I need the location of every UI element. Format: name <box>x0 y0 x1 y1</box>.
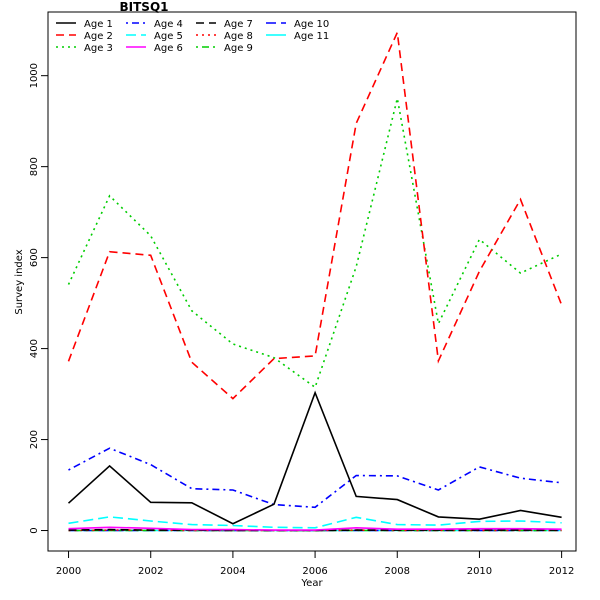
y-axis: 0 200 400 600 800 1000 <box>29 63 48 534</box>
legend-label: Age 4 <box>154 19 183 30</box>
x-tick-label: 2000 <box>56 566 81 577</box>
y-tick-label: 0 <box>29 527 40 533</box>
legend-label: Age 5 <box>154 31 183 42</box>
x-axis-title: Year <box>300 578 323 589</box>
y-tick-label: 1000 <box>29 63 40 88</box>
series-lines <box>67 29 563 532</box>
legend-label: Age 1 <box>84 19 113 30</box>
series-line-age-4 <box>68 447 562 509</box>
x-tick-label: 2006 <box>302 566 327 577</box>
series-line-age-7 <box>68 528 562 532</box>
series-line-age-3 <box>67 98 562 389</box>
chart-title: BITSQ1 <box>120 0 169 14</box>
legend-label: Age 10 <box>294 19 329 30</box>
y-tick-label: 200 <box>29 430 40 449</box>
plot-frame <box>47 11 577 552</box>
y-tick-label: 600 <box>29 248 40 267</box>
series-line-age-2 <box>67 29 563 400</box>
x-tick-label: 2002 <box>138 566 163 577</box>
x-axis: 2000 2002 2004 2006 2008 2010 2012 <box>56 551 574 577</box>
legend-label: Age 3 <box>84 43 113 54</box>
legend-label: Age 9 <box>224 43 253 54</box>
x-tick-label: 2004 <box>220 566 245 577</box>
legend-label: Age 7 <box>224 19 253 30</box>
y-tick-label: 800 <box>29 157 40 176</box>
y-tick-label: 400 <box>29 339 40 358</box>
legend-label: Age 8 <box>224 31 253 42</box>
x-tick-label: 2012 <box>549 566 574 577</box>
legend-label: Age 2 <box>84 31 113 42</box>
legend-label: Age 6 <box>154 43 183 54</box>
y-axis-title: Survey index <box>14 249 25 314</box>
series-line-age-5 <box>68 516 562 529</box>
legend-label: Age 11 <box>294 31 329 42</box>
series-line-age-6 <box>68 526 562 531</box>
series-line-age-1 <box>67 390 562 525</box>
x-tick-label: 2010 <box>467 566 492 577</box>
x-tick-label: 2008 <box>385 566 410 577</box>
